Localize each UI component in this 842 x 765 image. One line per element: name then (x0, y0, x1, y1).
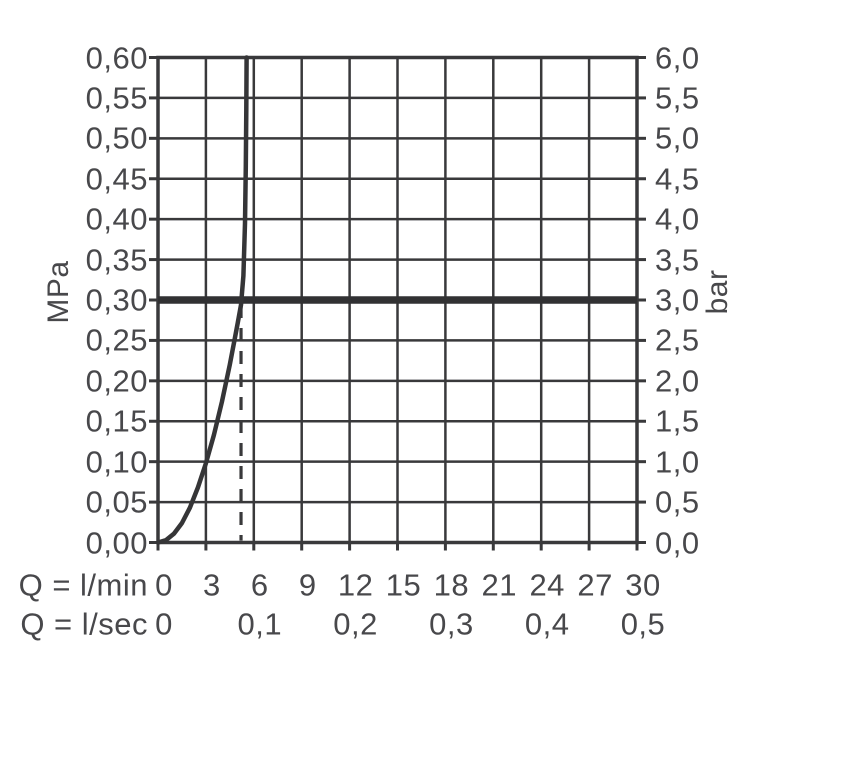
y-axis-right-tick-label: 4,5 (655, 161, 700, 197)
x-axis-lsec-tick-label: 0,3 (429, 606, 474, 642)
y-axis-right-tick-label: 6,0 (655, 40, 700, 75)
x-axis-lsec-tick-label: 0,1 (237, 606, 283, 642)
y-axis-right-tick-label: 0,0 (655, 525, 700, 560)
x-axis-secondary-title: Q = l/sec (20, 606, 148, 642)
y-axis-right-tick-label: 3,0 (655, 282, 700, 318)
x-axis-lmin-tick-label: 21 (481, 567, 518, 603)
x-axis-lsec-tick-label: 0,4 (524, 606, 570, 642)
y-axis-left-tick-label: 0,50 (85, 120, 148, 156)
x-axis-lmin-tick-label: 3 (203, 567, 221, 603)
y-axis-left-tick-label: 0,35 (85, 242, 148, 278)
y-axis-right-tick-label: 4,0 (655, 201, 700, 237)
y-axis-left-tick-label: 0,20 (85, 363, 148, 399)
y-axis-left-tick-label: 0,10 (85, 444, 148, 480)
x-axis-lsec-tick-label: 0 (155, 606, 173, 642)
y-axis-left-tick-label: 0,05 (85, 484, 148, 520)
x-axis-lmin-tick-label: 18 (433, 567, 470, 603)
x-axis-lmin-tick-label: 30 (625, 567, 661, 603)
y-axis-left-tick-label: 0,55 (85, 80, 148, 116)
x-axis-lmin-tick-label: 15 (385, 567, 422, 603)
y-axis-right-tick-label: 1,5 (655, 403, 700, 439)
x-axis-lsec-tick-label: 0,5 (620, 606, 666, 642)
y-axis-left-unit-label: MPa (42, 260, 75, 324)
y-axis-left-tick-label: 0,30 (85, 282, 148, 318)
y-axis-left-tick-label: 0,45 (85, 161, 148, 197)
y-axis-left-tick-label: 0,60 (85, 40, 148, 75)
x-axis-primary-title: Q = l/min (18, 567, 148, 603)
y-axis-right-tick-label: 5,0 (655, 120, 700, 156)
x-axis-lmin-tick-label: 9 (298, 567, 317, 603)
x-axis-lmin-tick-label: 12 (337, 567, 374, 603)
flow-pressure-curve (155, 55, 249, 545)
y-axis-left-tick-label: 0,00 (85, 525, 148, 560)
y-axis-left-tick-label: 0,15 (85, 403, 148, 439)
x-axis-lsec-tick-label: 0,2 (333, 606, 378, 642)
x-axis-lmin-tick-label: 27 (577, 567, 613, 603)
y-axis-right-unit-label: bar (701, 269, 734, 315)
y-axis-right-tick-label: 1,0 (655, 444, 700, 480)
x-axis-lmin-tick-label: 6 (250, 567, 269, 603)
y-axis-right-tick-label: 2,5 (655, 322, 700, 358)
y-axis-left-tick-label: 0,40 (85, 201, 148, 237)
x-axis-lmin-tick-label: 24 (529, 567, 565, 603)
x-axis-lmin-tick-label: 0 (155, 567, 173, 603)
y-axis-right-tick-label: 3,5 (655, 242, 700, 278)
y-axis-right-tick-label: 5,5 (655, 80, 700, 116)
y-axis-right-tick-label: 0,5 (655, 484, 700, 520)
y-axis-left-tick-label: 0,25 (85, 322, 148, 358)
y-axis-right-tick-label: 2,0 (655, 363, 700, 399)
